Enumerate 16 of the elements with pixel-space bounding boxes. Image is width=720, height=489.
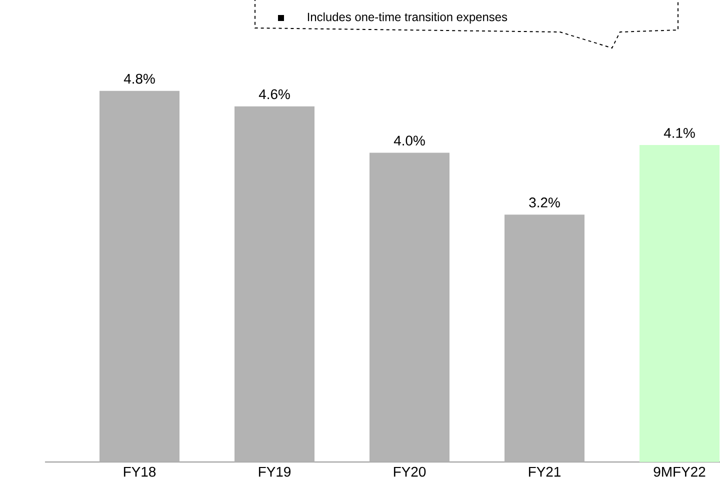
- bar: [234, 106, 315, 462]
- x-tick-label: FY19: [258, 466, 291, 477]
- bar: [504, 214, 585, 462]
- x-tick-label: FY18: [124, 466, 156, 477]
- text: Includes one-time transition expenses: [308, 12, 508, 24]
- bar: [100, 90, 180, 462]
- x-tick-label: 9MFY22: [654, 466, 706, 477]
- data-label: 3.2%: [529, 198, 560, 208]
- data-label: 4.1%: [664, 128, 695, 138]
- bar: [370, 152, 450, 462]
- bar: [640, 145, 720, 462]
- x-tick-label: FY20: [394, 466, 426, 477]
- data-label: 4.6%: [258, 89, 290, 100]
- x-tick-label: FY21: [528, 466, 560, 477]
- data-label: 4.8%: [124, 74, 155, 84]
- data-label: 4.0%: [394, 136, 425, 146]
